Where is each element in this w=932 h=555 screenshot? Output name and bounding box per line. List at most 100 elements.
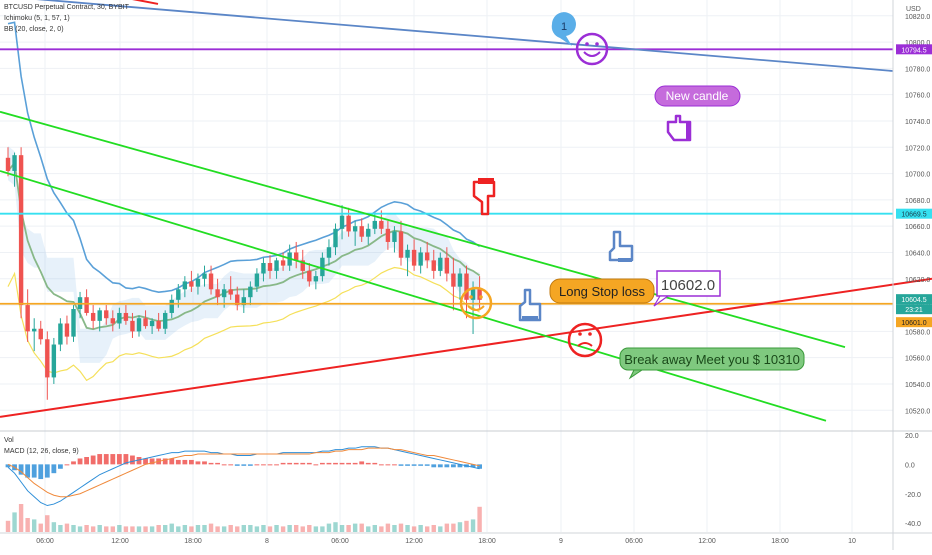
macd-hist-bar: [274, 464, 279, 466]
macd-hist-bar: [202, 461, 207, 465]
macd-hist-bar: [372, 462, 378, 465]
volume-bar: [117, 525, 122, 532]
y-tick-label: 10620.0: [905, 277, 930, 284]
macd-hist-bar: [18, 464, 24, 475]
candle-body: [313, 276, 319, 282]
volume-bar: [294, 525, 299, 532]
macd-hist-bar: [77, 458, 83, 465]
candle-body: [64, 323, 70, 337]
volume-bar: [398, 523, 404, 532]
x-tick-label: 18:00: [478, 538, 496, 545]
volume-bar: [248, 525, 253, 532]
candle-body: [267, 262, 273, 271]
hand-pointer-purple-icon: [666, 114, 692, 142]
volume-bar: [307, 525, 312, 532]
candle-body: [136, 318, 142, 332]
volume-bar: [241, 525, 246, 532]
volume-bar: [228, 525, 233, 532]
price-tag-current-bg: [896, 294, 932, 305]
volume-bar: [438, 526, 443, 532]
volume-bar: [346, 525, 351, 532]
macd-hist-bar: [169, 458, 175, 465]
macd-hist-bar: [352, 462, 358, 465]
macd-hist-bar: [97, 454, 103, 465]
break-away-label[interactable]: Break away Meet you $ 10310: [619, 347, 805, 380]
x-tick-label: 18:00: [184, 538, 202, 545]
countdown-bg: [896, 304, 932, 315]
macd-hist-bar: [359, 461, 365, 465]
candle-body: [339, 215, 345, 229]
candle-body: [117, 312, 122, 324]
bb-legend: BB (20, close, 2, 0): [4, 26, 64, 33]
volume-bar: [84, 525, 89, 532]
smiley-red-icon: [567, 322, 603, 358]
price-tag-current: 10604.5: [901, 297, 926, 304]
macd-hist-bar: [392, 464, 397, 466]
long-stop-loss-label[interactable]: Long Stop loss: [549, 278, 655, 304]
macd-hist-bar: [405, 464, 410, 466]
macd-hist-bar: [143, 458, 148, 465]
macd-tick-label: 0.0: [905, 462, 915, 469]
volume-bar: [392, 525, 397, 532]
volume-bar: [123, 526, 129, 532]
candle-body: [110, 318, 115, 324]
price-callout[interactable]: 10602.0: [653, 270, 721, 307]
candle-body: [464, 273, 469, 300]
candle-body: [130, 320, 135, 332]
candle-body: [143, 318, 148, 327]
price-tag-cyan-bg: [896, 208, 932, 219]
countdown-label: 23:21: [905, 307, 923, 314]
x-tick-label: 9: [559, 538, 563, 545]
macd-hist-bar: [280, 462, 286, 465]
macd-hist-bar: [437, 464, 443, 468]
candle-body: [411, 249, 417, 266]
volume-bar: [385, 523, 391, 532]
new-candle-label[interactable]: New candle: [654, 85, 741, 107]
macd-hist-bar: [189, 459, 194, 465]
candle-body: [163, 312, 168, 329]
volume-bar: [32, 519, 37, 532]
y-tick-label: 10800.0: [905, 40, 930, 47]
macd-legend: MACD (12, 26, close, 9): [4, 448, 79, 455]
macd-hist-bar: [241, 464, 247, 466]
candles: [5, 147, 482, 400]
channel-lower-green: [0, 170, 827, 422]
price-tag-orange-bg: [896, 317, 932, 328]
candle-body: [418, 252, 423, 266]
candle-body: [228, 289, 233, 295]
volume-bar: [130, 526, 135, 532]
candle-body: [45, 339, 50, 378]
macd-hist-bar: [44, 464, 50, 478]
candle-body: [346, 215, 351, 232]
volume-bar: [333, 522, 338, 532]
macd-line: [7, 446, 480, 507]
macd-hist-bar: [457, 464, 463, 468]
macd-hist-bar: [477, 464, 482, 469]
x-tick-label: 8: [265, 538, 269, 545]
volume-bar: [280, 526, 286, 532]
candle-body: [123, 312, 129, 321]
candle-body: [300, 260, 305, 271]
hand-pointer-red-icon: [472, 178, 496, 216]
volume-bar: [457, 522, 463, 532]
volume-bar: [405, 525, 410, 532]
candle-body: [241, 297, 246, 306]
candle-body: [372, 220, 377, 229]
bb-upper-line: [7, 21, 481, 293]
volume-bar: [176, 526, 181, 532]
y-tick-label: 10660.0: [905, 224, 930, 231]
candle-body: [274, 260, 279, 271]
macd-tick-label: -20.0: [905, 492, 921, 499]
volume-bar: [208, 523, 214, 532]
new-candle-text: New candle: [666, 89, 729, 103]
candle-body: [221, 289, 227, 298]
candle-body: [71, 309, 76, 337]
volume-bar: [372, 525, 377, 532]
bubble-1[interactable]: 1: [551, 12, 576, 46]
candle-body: [405, 249, 410, 258]
long-stop-loss-text: Long Stop loss: [559, 284, 646, 299]
macd-hist-bar: [267, 464, 273, 466]
macd-hist-bar: [293, 462, 299, 465]
x-tick-label: 06:00: [36, 538, 54, 545]
volume-bar: [182, 525, 188, 532]
